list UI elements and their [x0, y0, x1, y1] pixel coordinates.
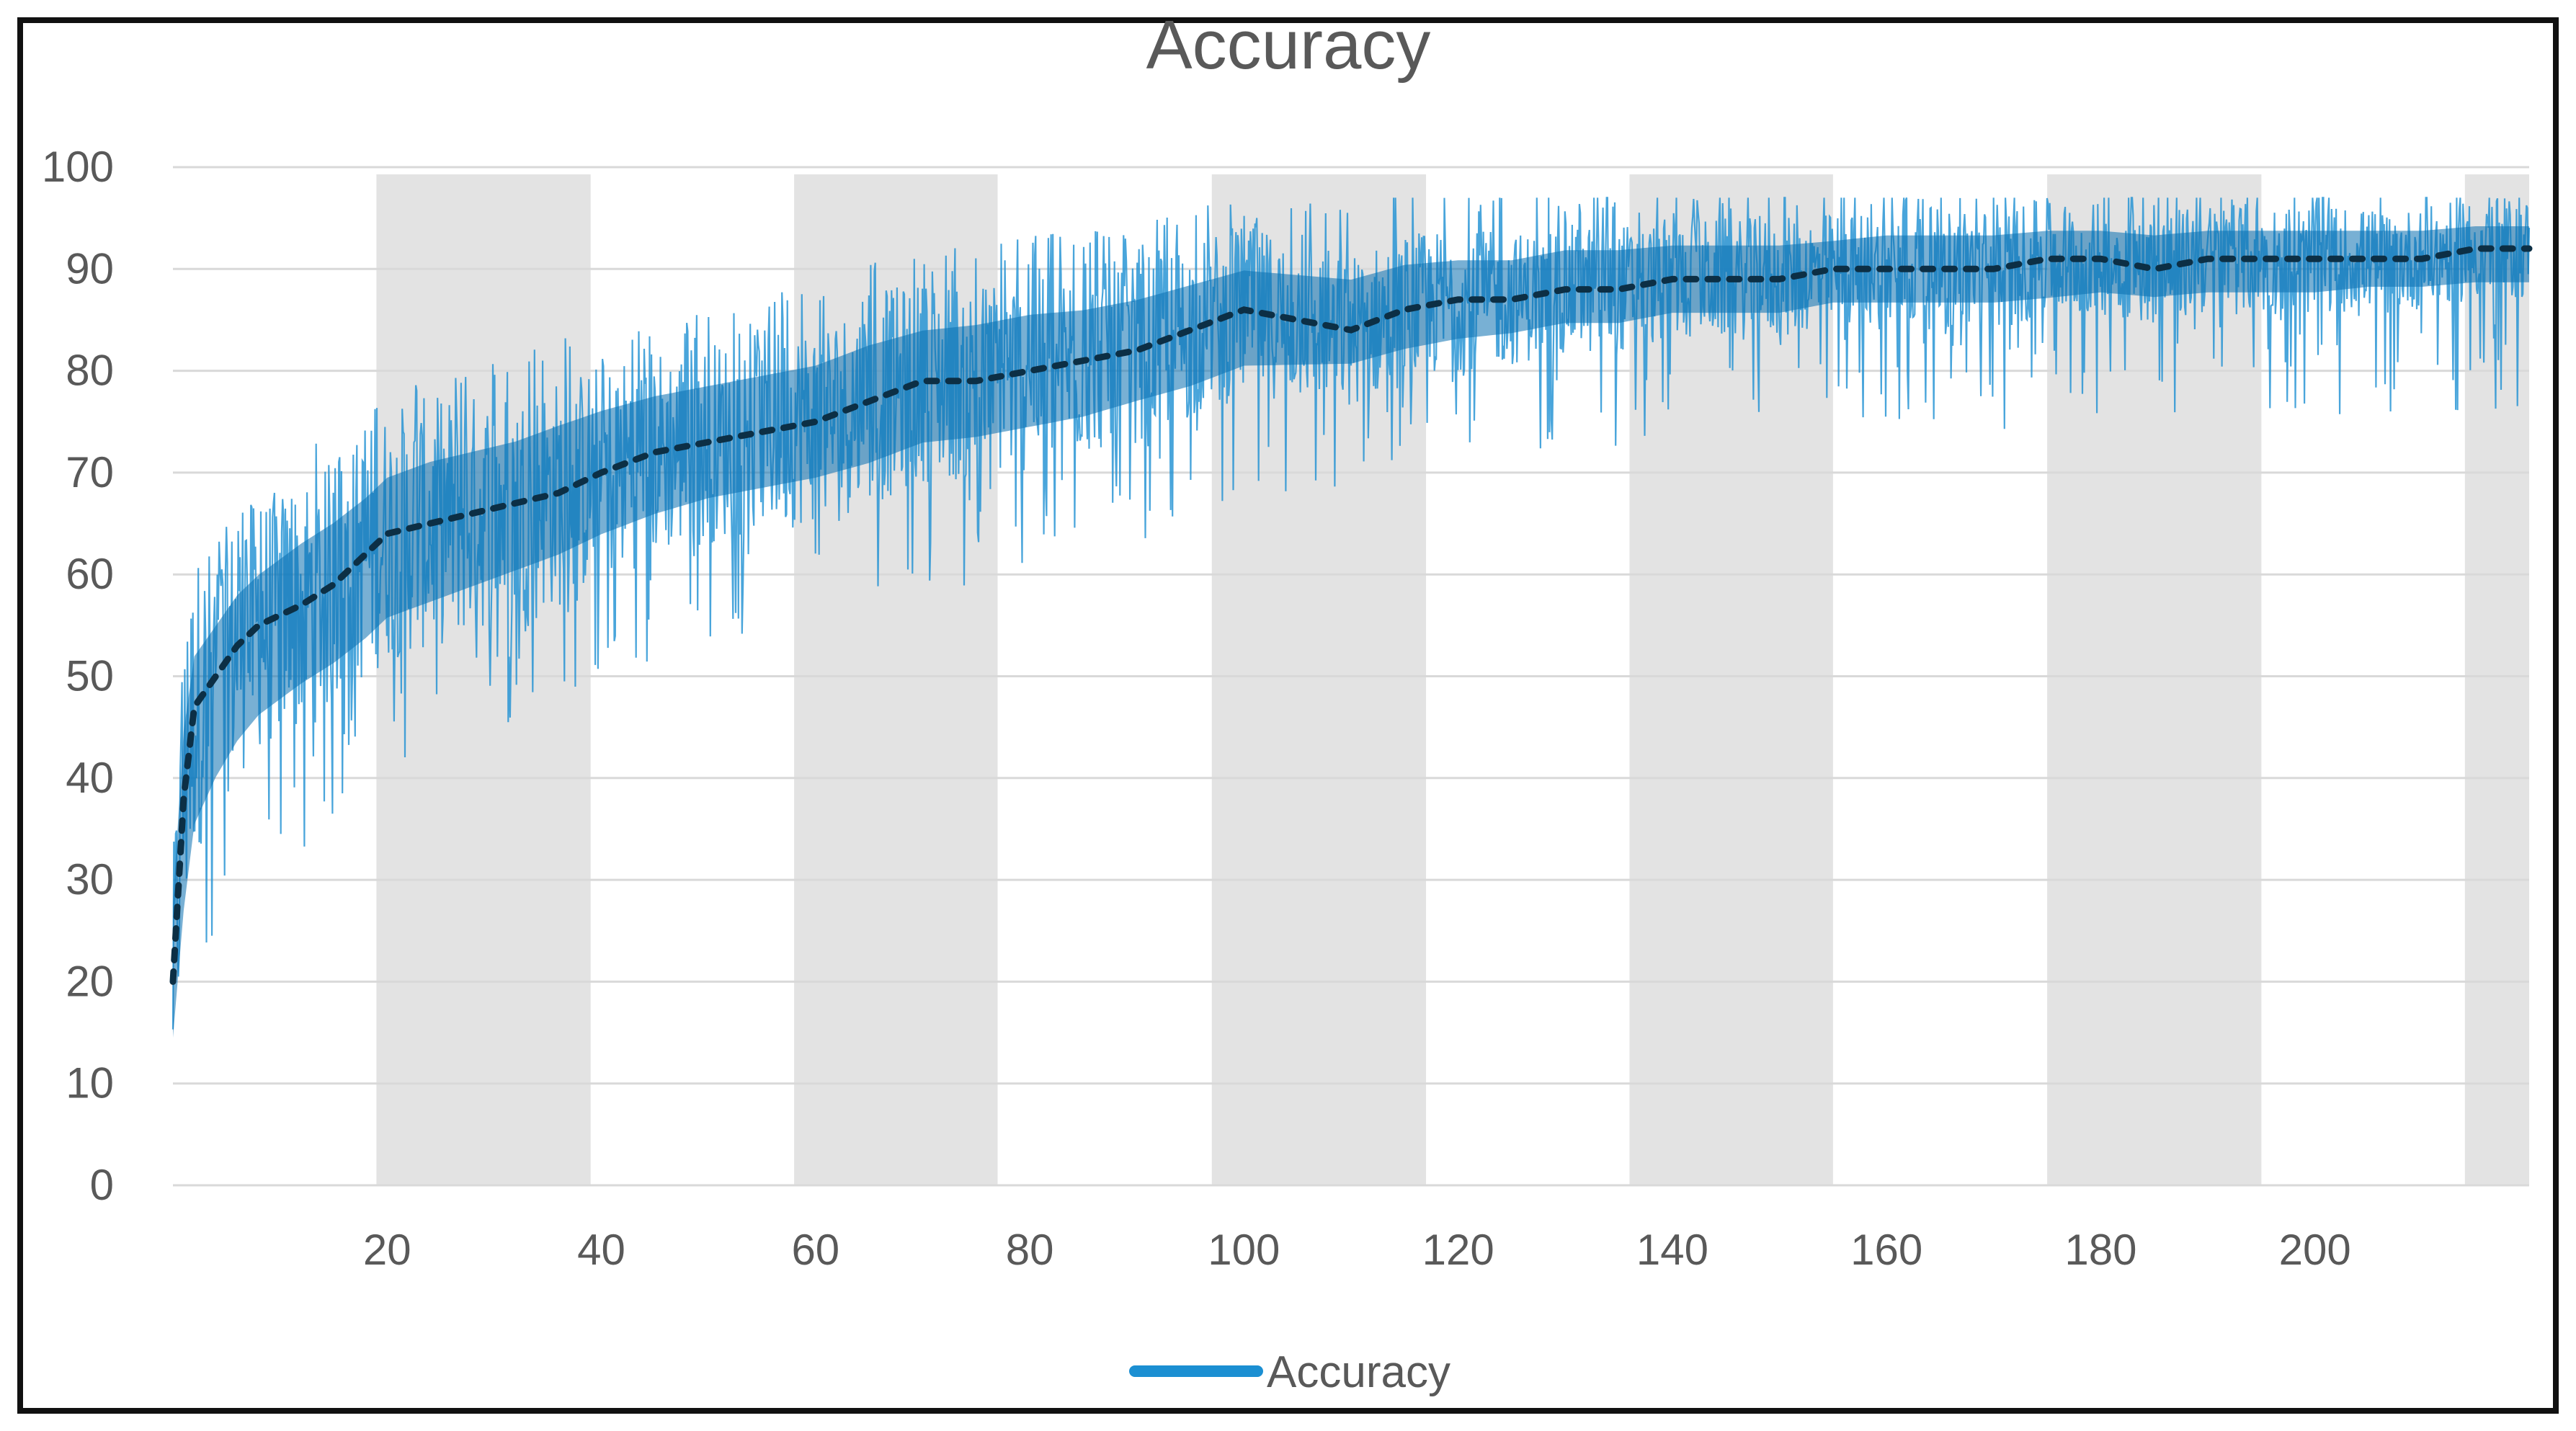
x-axis-ticks: 20 40 60 80 100 120 140 160 180 200 [363, 1226, 2351, 1274]
x-tick-label-40: 40 [577, 1226, 625, 1274]
y-tick-label-100: 100 [42, 143, 114, 191]
legend-label: Accuracy [1267, 1347, 1450, 1397]
chart-title: Accuracy [1146, 6, 1431, 84]
shaded-band-4 [2047, 174, 2262, 1185]
y-tick-label-60: 60 [66, 550, 114, 598]
y-tick-label-70: 70 [66, 448, 114, 496]
x-tick-label-140: 140 [1636, 1226, 1708, 1274]
y-tick-label-10: 10 [66, 1059, 114, 1107]
x-tick-label-60: 60 [791, 1226, 839, 1274]
accuracy-trend-line [169, 245, 2533, 985]
x-tick-label-120: 120 [1422, 1226, 1494, 1274]
y-tick-label-80: 80 [66, 347, 114, 395]
x-tick-label-180: 180 [2064, 1226, 2136, 1274]
legend: Accuracy [1129, 1347, 1450, 1397]
x-tick-label-200: 200 [2279, 1226, 2351, 1274]
x-tick-label-160: 160 [1850, 1226, 1922, 1274]
y-tick-label-20: 20 [66, 957, 114, 1005]
y-tick-label-30: 30 [66, 855, 114, 904]
x-tick-label-20: 20 [363, 1226, 411, 1274]
x-tick-label-80: 80 [1006, 1226, 1054, 1274]
series-mean [169, 245, 2533, 985]
x-tick-label-100: 100 [1208, 1226, 1280, 1274]
y-axis-ticks: 0 10 20 30 40 50 60 70 80 90 100 [42, 143, 114, 1209]
y-tick-label-0: 0 [90, 1161, 114, 1209]
y-tick-label-50: 50 [66, 652, 114, 700]
shaded-band-0 [376, 174, 591, 1185]
y-tick-label-90: 90 [66, 244, 114, 293]
y-tick-label-40: 40 [66, 754, 114, 802]
shaded-band-5 [2464, 174, 2529, 1185]
